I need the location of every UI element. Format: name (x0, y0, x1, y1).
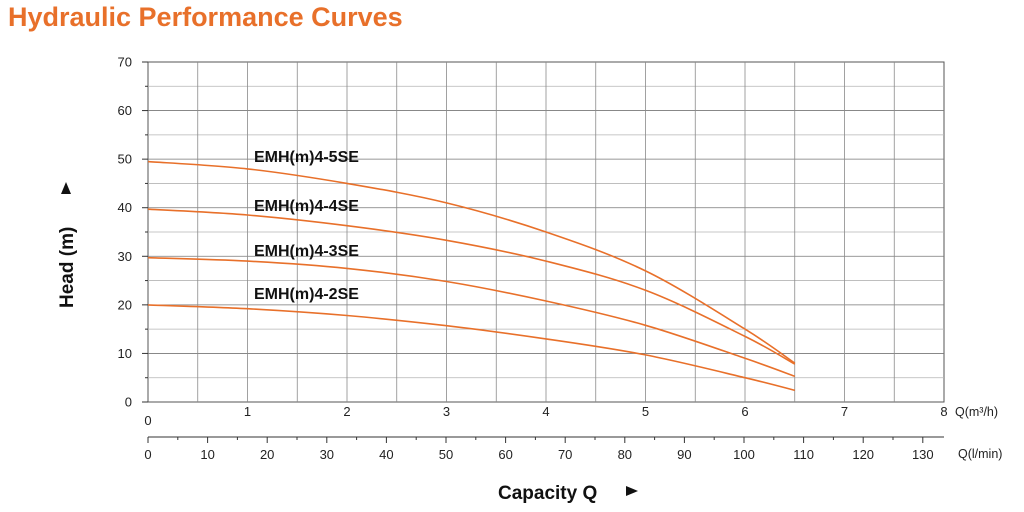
secondary-x-tick-label: 0 (144, 447, 151, 462)
secondary-x-tick-label: 30 (320, 447, 334, 462)
x-tick-label: 3 (443, 404, 450, 419)
x-tick-label: 5 (642, 404, 649, 419)
secondary-x-tick-label: 50 (439, 447, 453, 462)
secondary-x-tick-label: 130 (912, 447, 934, 462)
series-label: EMH(m)4-5SE (254, 149, 359, 166)
x-axis-arrow-icon (626, 486, 638, 496)
y-tick-label: 40 (118, 200, 132, 215)
x-tick-label: 8 (940, 404, 947, 419)
series-label: EMH(m)4-3SE (254, 243, 359, 260)
curve-emh-m-4-3se (147, 256, 796, 378)
curve-emh-m-4-4se (147, 208, 796, 365)
y-tick-label: 70 (118, 55, 132, 70)
y-tick-label: 20 (118, 297, 132, 312)
secondary-x-tick-label: 100 (733, 447, 755, 462)
series-label: EMH(m)4-2SE (254, 286, 359, 303)
y-tick-label: 0 (125, 395, 132, 410)
secondary-x-tick-label: 20 (260, 447, 274, 462)
secondary-x-tick-label: 40 (379, 447, 393, 462)
chart-axes: 0 10 20 30 40 50 60 70 0 1 2 3 4 5 6 7 8 Q(m³/h) 0 10 20 30 40… (57, 55, 1002, 505)
chart-grid (147, 61, 945, 403)
x-axis-title: Capacity Q (498, 483, 597, 504)
page-title: Hydraulic Performance Curves (8, 2, 403, 32)
x-tick-label: 2 (343, 404, 350, 419)
chart-curves (147, 160, 796, 392)
x-tick-label: 0 (144, 413, 151, 428)
x-unit-lmin: Q(l/min) (958, 447, 1002, 461)
x-tick-label: 6 (741, 404, 748, 419)
chart-labels: EMH(m)4-5SE EMH(m)4-4SE EMH(m)4-3SE EMH(m)4… (254, 149, 359, 303)
x-unit-m3h: Q(m³/h) (955, 405, 998, 419)
series-label: EMH(m)4-4SE (254, 198, 359, 215)
secondary-x-tick-label: 10 (200, 447, 214, 462)
secondary-x-tick-label: 110 (793, 447, 814, 462)
y-tick-label: 60 (118, 103, 132, 118)
curve-emh-m-4-2se (147, 304, 795, 392)
x-tick-label: 1 (244, 404, 251, 419)
y-tick-label: 30 (118, 249, 132, 264)
secondary-x-tick-label: 80 (618, 447, 632, 462)
x-tick-label: 4 (542, 404, 549, 419)
y-tick-label: 50 (118, 152, 132, 167)
y-axis-title: Head (m) (57, 227, 78, 308)
y-tick-label: 10 (118, 346, 132, 361)
secondary-x-tick-label: 60 (498, 447, 512, 462)
curve-emh-m-4-5se (147, 160, 796, 364)
secondary-x-tick-label: 70 (558, 447, 572, 462)
y-axis-arrow-icon (61, 182, 71, 194)
x-tick-label: 7 (841, 404, 848, 419)
secondary-x-tick-label: 120 (852, 447, 874, 462)
secondary-x-tick-label: 90 (677, 447, 691, 462)
